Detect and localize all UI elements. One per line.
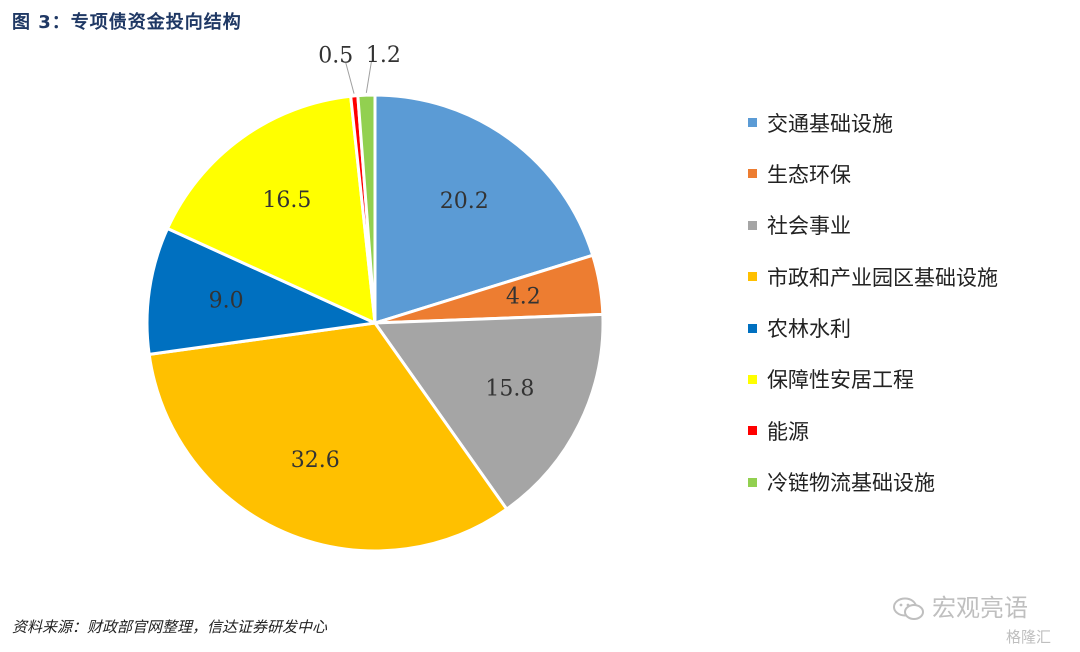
legend-label: 能源 xyxy=(767,419,809,444)
legend-swatch xyxy=(748,374,757,384)
legend-item-8: 冷链物流基础设施 xyxy=(748,470,998,495)
legend-swatch xyxy=(748,323,757,333)
pie-slice-4 xyxy=(147,321,509,553)
watermark-platform: 格隆汇 xyxy=(1006,626,1051,647)
data-label-3: 15.8 xyxy=(485,377,534,402)
chart-legend: 交通基础设施 生态环保社会事业市政和产业园区基础设施 农林水利保障性安居工程 能源冷链… xyxy=(748,110,998,521)
legend-swatch xyxy=(748,426,757,436)
legend-label: 农林水利 xyxy=(767,317,851,342)
legend-item-5: 农林水利 xyxy=(748,316,998,341)
pie-slice-5 xyxy=(145,226,381,357)
legend-item-1: 交通基础设施 xyxy=(748,110,998,136)
data-label-4: 32.6 xyxy=(291,448,340,473)
leader-line-8 xyxy=(365,61,372,93)
legend-swatch xyxy=(748,169,757,179)
watermark: 宏观亮语 xyxy=(892,588,1028,623)
data-label-2: 4.2 xyxy=(506,285,541,310)
pie-slice-1 xyxy=(373,93,595,326)
legend-item-2: 生态环保 xyxy=(748,161,998,187)
legend-swatch xyxy=(748,477,757,487)
legend-label: 交通基础设施 xyxy=(767,111,893,136)
data-label-7: 0.5 xyxy=(318,44,353,69)
legend-label: 生态环保 xyxy=(767,162,851,187)
data-label-8: 1.2 xyxy=(366,43,401,68)
data-label-5: 9.0 xyxy=(209,288,244,313)
watermark-platform-label: 格隆汇 xyxy=(1006,628,1052,646)
data-label-1: 20.2 xyxy=(440,189,489,214)
data-label-6: 16.5 xyxy=(262,188,311,213)
legend-label: 市政和产业园区基础设施 xyxy=(767,265,998,290)
pie-slice-3 xyxy=(372,312,605,512)
legend-item-4: 市政和产业园区基础设施 xyxy=(748,264,998,290)
legend-item-3: 社会事业 xyxy=(748,213,998,238)
legend-label: 冷链物流基础设施 xyxy=(767,471,935,496)
watermark-brand: 宏观亮语 xyxy=(932,594,1028,622)
legend-swatch xyxy=(748,272,757,282)
wechat-icon xyxy=(893,597,924,620)
legend-label: 社会事业 xyxy=(767,214,851,239)
legend-swatch xyxy=(748,220,757,230)
pie-slice-6 xyxy=(165,94,377,326)
figure-title: 图 3：专项债资金投向结构 xyxy=(12,12,242,33)
leader-line-7 xyxy=(345,62,355,94)
legend-item-6: 保障性安居工程 xyxy=(748,367,998,392)
pie-slice-8 xyxy=(356,93,377,324)
source-note: 资料来源：财政部官网整理，信达证券研发中心 xyxy=(12,618,328,636)
legend-item-7: 能源 xyxy=(748,418,998,444)
legend-swatch xyxy=(748,118,757,127)
legend-label: 保障性安居工程 xyxy=(767,368,914,393)
